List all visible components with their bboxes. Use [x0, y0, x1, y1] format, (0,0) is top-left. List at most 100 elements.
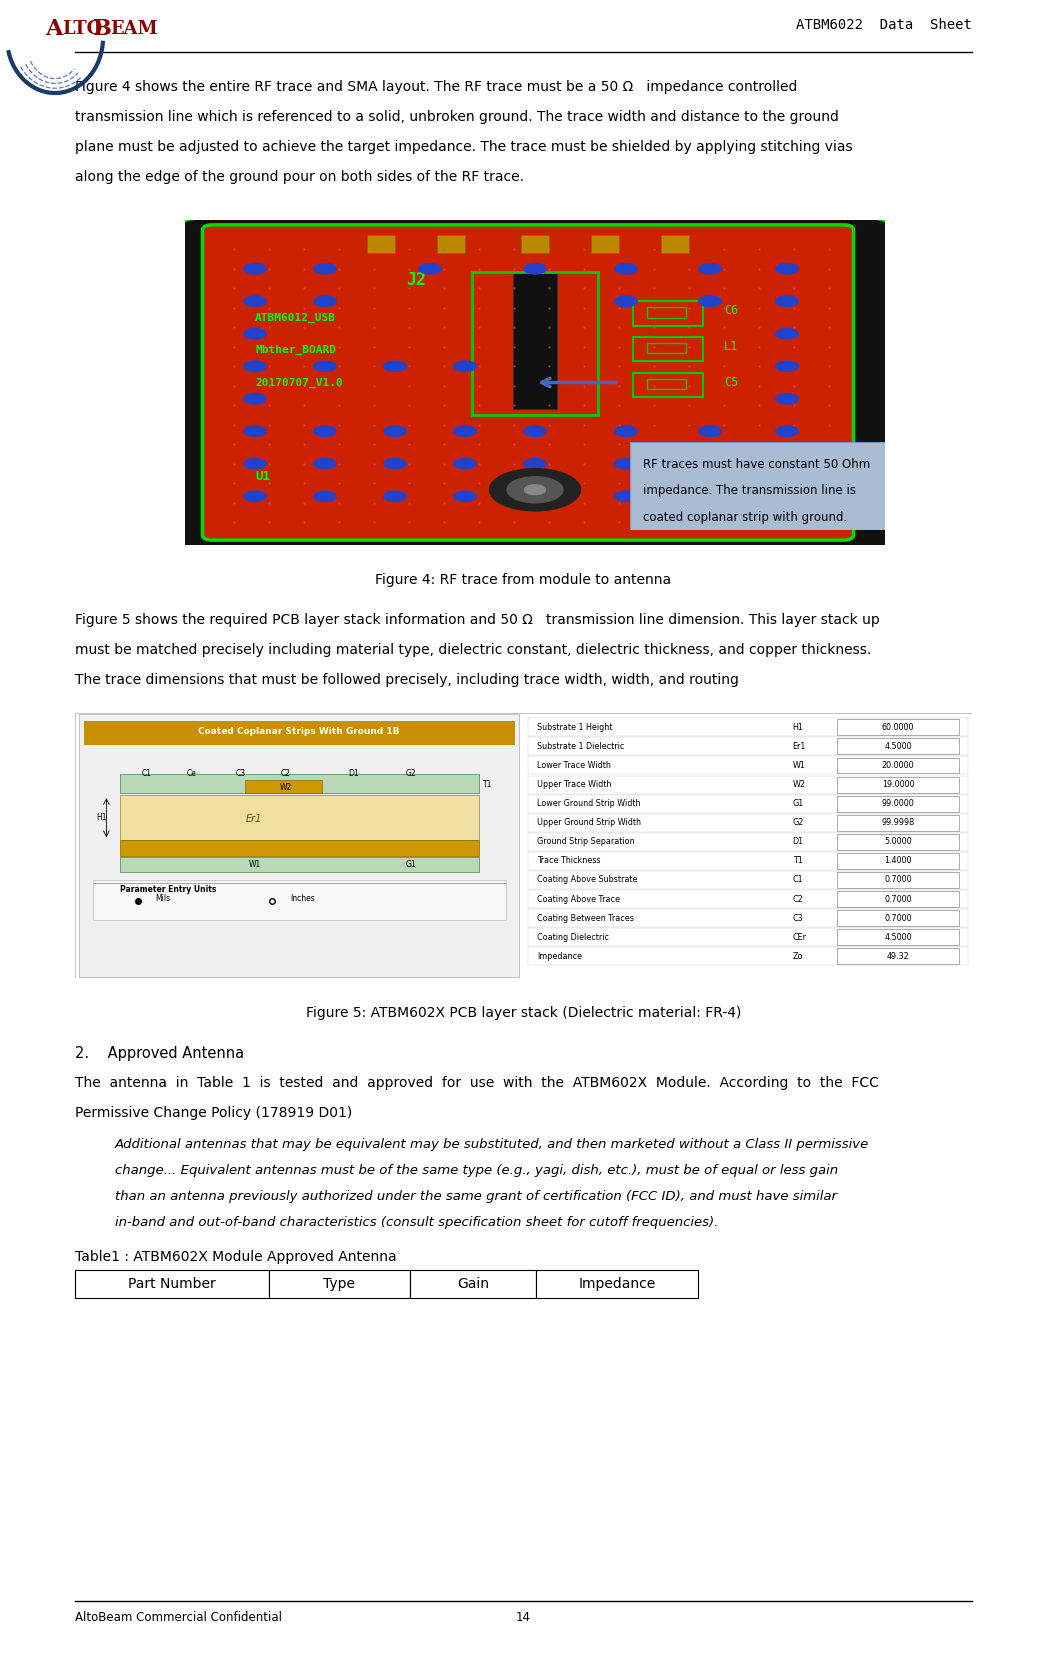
Bar	[528, 947, 967, 965]
Text: Coated Coplanar Strips With Ground 1B: Coated Coplanar Strips With Ground 1B	[199, 727, 400, 736]
Circle shape	[244, 263, 266, 274]
Text: must be matched precisely including material type, dielectric constant, dielectr: must be matched precisely including mate…	[75, 643, 871, 656]
Bar	[119, 795, 478, 840]
Circle shape	[776, 458, 798, 469]
Bar	[838, 833, 959, 850]
Circle shape	[314, 491, 336, 501]
Circle shape	[384, 426, 406, 436]
Text: Part Number: Part Number	[128, 1278, 216, 1291]
Text: The trace dimensions that must be followed precisely, including trace width, wid: The trace dimensions that must be follow…	[75, 673, 739, 688]
Text: U1: U1	[255, 469, 270, 483]
Text: D1: D1	[793, 838, 804, 846]
Bar	[633, 337, 703, 362]
Text: G2: G2	[793, 818, 804, 826]
Bar	[838, 739, 959, 754]
FancyBboxPatch shape	[269, 1270, 410, 1298]
Text: J2: J2	[406, 271, 426, 289]
Text: C2: C2	[281, 769, 291, 779]
Bar	[838, 891, 959, 907]
Circle shape	[525, 484, 545, 494]
FancyBboxPatch shape	[410, 1270, 536, 1298]
Circle shape	[490, 468, 580, 511]
Text: Ce: Ce	[186, 769, 197, 779]
Text: T1: T1	[793, 856, 802, 866]
Circle shape	[776, 393, 798, 403]
Text: The  antenna  in  Table  1  is  tested  and  approved  for  use  with  the  ATBM: The antenna in Table 1 is tested and app…	[75, 1076, 878, 1089]
Text: D1: D1	[348, 769, 358, 779]
Bar	[528, 775, 967, 793]
Text: 19.0000: 19.0000	[882, 780, 914, 788]
Circle shape	[453, 426, 476, 436]
Text: T1: T1	[483, 780, 492, 788]
Bar	[528, 719, 967, 736]
Text: Parameter Entry Units: Parameter Entry Units	[119, 886, 217, 894]
Text: 2.    Approved Antenna: 2. Approved Antenna	[75, 1046, 244, 1061]
Text: W2: W2	[793, 780, 805, 788]
Circle shape	[244, 458, 266, 469]
Text: Inches: Inches	[290, 894, 315, 903]
Bar	[838, 815, 959, 831]
FancyBboxPatch shape	[75, 1270, 269, 1298]
Circle shape	[314, 296, 336, 306]
Bar	[647, 342, 686, 354]
Text: G1: G1	[793, 798, 804, 808]
Circle shape	[384, 360, 406, 372]
Text: 1.4000: 1.4000	[885, 856, 912, 866]
Text: 4.5000: 4.5000	[884, 742, 912, 750]
Circle shape	[615, 426, 638, 436]
Bar	[633, 301, 703, 326]
Text: Additional antennas that may be equivalent may be substituted, and then marketed: Additional antennas that may be equivale…	[115, 1137, 869, 1150]
Bar	[838, 873, 959, 888]
Bar	[521, 235, 549, 253]
Text: in-band and out-of-band characteristics (consult specification sheet for cutoff : in-band and out-of-band characteristics …	[115, 1217, 718, 1228]
Circle shape	[314, 458, 336, 469]
Circle shape	[776, 426, 798, 436]
Text: than an antenna previously authorized under the same grant of certification (FCC: than an antenna previously authorized un…	[115, 1190, 837, 1203]
Text: 14: 14	[516, 1612, 531, 1623]
Bar	[647, 307, 686, 317]
Text: 0.7000: 0.7000	[884, 894, 912, 904]
Text: Figure 5 shows the required PCB layer stack information and 50 Ω   transmission : Figure 5 shows the required PCB layer st…	[75, 613, 879, 626]
Text: L1: L1	[723, 341, 738, 354]
Circle shape	[524, 426, 547, 436]
Text: 0.7000: 0.7000	[884, 914, 912, 922]
Bar	[528, 813, 967, 831]
Text: W2: W2	[280, 784, 292, 792]
Circle shape	[615, 263, 638, 274]
Bar	[528, 833, 967, 851]
Circle shape	[524, 263, 547, 274]
Circle shape	[244, 491, 266, 501]
Bar	[838, 911, 959, 926]
Text: 49.32: 49.32	[887, 952, 910, 960]
Text: H1: H1	[96, 813, 107, 822]
Circle shape	[244, 360, 266, 372]
Circle shape	[698, 491, 721, 501]
Circle shape	[453, 491, 476, 501]
Circle shape	[384, 491, 406, 501]
Circle shape	[244, 393, 266, 403]
Bar	[119, 858, 478, 873]
Circle shape	[776, 296, 798, 306]
Bar	[528, 737, 967, 755]
Text: Upper Trace Width: Upper Trace Width	[537, 780, 611, 788]
Text: Mils: Mils	[156, 894, 171, 903]
Bar	[528, 889, 967, 907]
Circle shape	[384, 458, 406, 469]
Circle shape	[314, 426, 336, 436]
Circle shape	[776, 329, 798, 339]
Bar	[838, 777, 959, 792]
Text: Ground Strip Separation: Ground Strip Separation	[537, 838, 634, 846]
Bar	[838, 795, 959, 812]
Circle shape	[507, 476, 563, 503]
Bar	[528, 795, 967, 813]
Bar	[119, 840, 478, 856]
Circle shape	[776, 491, 798, 501]
Text: Coating Dielectric: Coating Dielectric	[537, 932, 609, 942]
Text: C1: C1	[141, 769, 152, 779]
Bar	[838, 757, 959, 774]
Text: 60.0000: 60.0000	[882, 722, 914, 732]
Text: 20170707_V1.0: 20170707_V1.0	[255, 379, 342, 388]
Bar	[528, 929, 967, 946]
Bar	[528, 757, 967, 775]
Text: Mbther_BOARD: Mbther_BOARD	[255, 345, 336, 355]
